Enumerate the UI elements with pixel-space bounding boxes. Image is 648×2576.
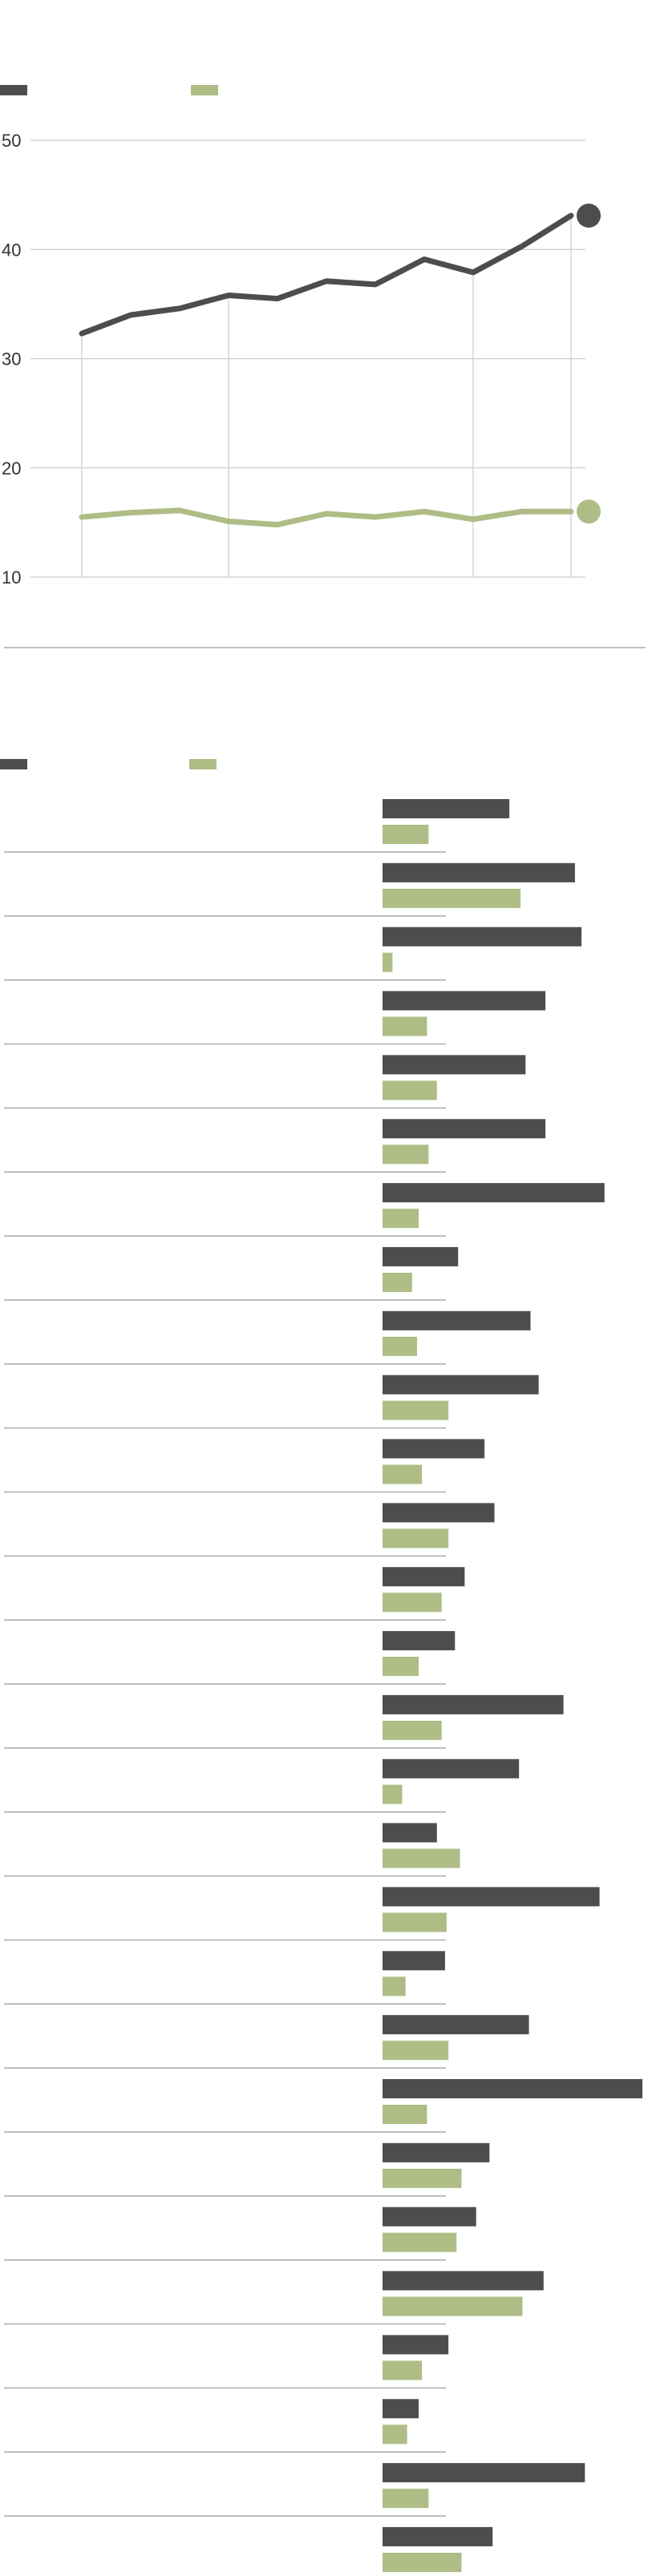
bar-2-row-15 (383, 1720, 442, 1740)
bar-1-row-21 (383, 2079, 643, 2098)
bar-2-row-3 (383, 952, 393, 972)
bar-1-row-15 (383, 1694, 564, 1714)
bar-1-row-13 (383, 1567, 465, 1587)
bar-1-row-3 (383, 927, 582, 947)
bar-1-row-22 (383, 2142, 490, 2162)
bar-chart (0, 759, 643, 2572)
series-end-point-2 (577, 499, 601, 524)
bar-1-row-12 (383, 1503, 495, 1523)
bar-1-row-24 (383, 2271, 544, 2291)
y-tick-label: 40 (2, 240, 21, 260)
bar-2-row-18 (383, 1912, 447, 1932)
bar-2-row-23 (383, 2232, 457, 2252)
bar-2-row-17 (383, 1848, 460, 1868)
bar-2-row-12 (383, 1528, 449, 1548)
bar-2-row-10 (383, 1400, 449, 1420)
bar-1-row-25 (383, 2335, 449, 2355)
legend-swatch-1 (0, 759, 27, 769)
bar-2-row-7 (383, 1209, 419, 1229)
bar-1-row-16 (383, 1758, 520, 1779)
bar-1-row-10 (383, 1375, 539, 1395)
bar-2-row-1 (383, 825, 429, 844)
bar-2-row-26 (383, 2425, 407, 2445)
bar-1-row-17 (383, 1823, 437, 1843)
bar-2-row-11 (383, 1464, 423, 1484)
y-tick-label: 10 (2, 567, 21, 587)
bar-1-row-23 (383, 2207, 476, 2227)
series-line-2 (79, 507, 574, 528)
bar-1-row-9 (383, 1310, 531, 1330)
bar-1-row-5 (383, 1055, 526, 1075)
bar-2-row-25 (383, 2360, 423, 2380)
legend-swatch-2 (189, 759, 217, 769)
bar-1-row-27 (383, 2463, 585, 2483)
bar-1-row-8 (383, 1246, 459, 1266)
bar-2-row-14 (383, 1657, 419, 1677)
bar-1-row-1 (383, 799, 510, 818)
bar-2-row-9 (383, 1336, 418, 1356)
bar-1-row-11 (383, 1439, 485, 1459)
legend-swatch-2 (191, 85, 218, 95)
bar-2-row-16 (383, 1784, 403, 1804)
line-chart: 50 40 30 20 10 (0, 85, 601, 587)
bar-1-row-28 (383, 2526, 493, 2546)
bar-1-row-20 (383, 2015, 529, 2035)
bar-2-row-27 (383, 2489, 429, 2509)
bar-1-row-2 (383, 862, 575, 882)
bar-2-row-21 (383, 2105, 427, 2124)
bar-2-row-2 (383, 888, 521, 908)
y-tick-label: 50 (2, 131, 21, 151)
bar-2-row-6 (383, 1145, 429, 1165)
bar-2-row-5 (383, 1080, 437, 1100)
bar-2-row-13 (383, 1593, 442, 1613)
series-end-point-1 (577, 204, 601, 228)
bar-2-row-24 (383, 2296, 523, 2316)
bar-1-row-7 (383, 1183, 605, 1203)
bar-2-row-20 (383, 2041, 449, 2061)
legend-swatch-1 (0, 85, 27, 95)
bar-2-row-8 (383, 1272, 412, 1292)
bar-1-row-6 (383, 1119, 546, 1139)
bar-2-row-4 (383, 1016, 427, 1036)
bar-1-row-4 (383, 991, 546, 1011)
series-line-1 (79, 212, 574, 337)
y-tick-label: 30 (2, 349, 21, 369)
bar-1-row-26 (383, 2399, 419, 2419)
bar-1-row-14 (383, 1631, 456, 1651)
bar-2-row-22 (383, 2168, 462, 2188)
y-tick-label: 20 (2, 458, 21, 478)
bar-1-row-19 (383, 1951, 445, 1971)
bar-2-row-19 (383, 1976, 406, 1997)
bar-2-row-28 (383, 2552, 462, 2572)
bar-1-row-18 (383, 1887, 600, 1907)
